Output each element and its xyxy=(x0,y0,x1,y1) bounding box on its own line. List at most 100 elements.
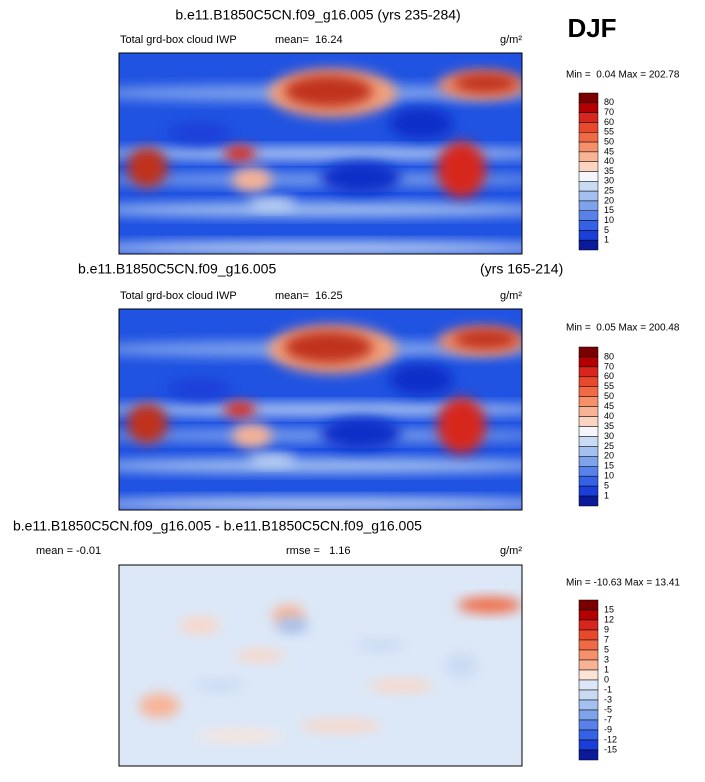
colorbar-box xyxy=(578,699,599,711)
colorbar-label: 70 xyxy=(604,361,614,371)
colorbar-box xyxy=(578,456,599,467)
map-field xyxy=(284,331,373,364)
colorbar-box xyxy=(578,426,599,437)
colorbar-label: 30 xyxy=(604,176,614,186)
colorbar-label: 25 xyxy=(604,441,614,451)
map-field xyxy=(320,417,402,450)
map-field xyxy=(231,167,273,192)
colorbar-label: 60 xyxy=(604,117,614,127)
map-frame xyxy=(118,52,523,255)
map-field xyxy=(119,429,522,442)
map-field xyxy=(437,397,486,454)
panel-title: b.e11.B1850C5CN.f09_g16.005 xyxy=(78,261,276,277)
colorbar-label: 70 xyxy=(604,107,614,117)
colorbar-box xyxy=(578,679,599,691)
colorbar-label: 80 xyxy=(604,351,614,361)
units-label: g/m² xyxy=(500,545,522,557)
colorbar-box xyxy=(578,729,599,741)
colorbar-label: 40 xyxy=(604,156,614,166)
colorbar-box xyxy=(578,181,599,192)
colorbar-box xyxy=(578,475,599,487)
colorbar-box xyxy=(578,599,599,611)
map-frame xyxy=(118,308,523,511)
colorbar-box xyxy=(578,619,599,631)
colorbar-label: 35 xyxy=(604,421,614,431)
colorbar-label: 35 xyxy=(604,166,614,176)
colorbar-box xyxy=(578,190,599,202)
colorbar-box xyxy=(578,239,599,251)
colorbar-box xyxy=(578,356,599,368)
colorbar-label: 20 xyxy=(604,195,614,205)
colorbar-label: 9 xyxy=(604,624,609,634)
map-field xyxy=(179,617,220,634)
colorbar-box xyxy=(578,749,599,761)
map-frame xyxy=(118,564,523,767)
map-field xyxy=(356,639,406,652)
colorbar-label: 50 xyxy=(604,391,614,401)
colorbar-box xyxy=(578,466,599,477)
colorbar-box xyxy=(578,495,599,507)
map-field xyxy=(276,617,309,634)
colorbar-label: 7 xyxy=(604,634,609,644)
map xyxy=(119,309,522,510)
colorbar-box xyxy=(578,122,599,133)
colorbar-label: -7 xyxy=(604,714,612,724)
colorbar-label: 3 xyxy=(604,654,609,664)
map xyxy=(119,565,522,766)
map-field xyxy=(389,107,454,140)
colorbar-label: 15 xyxy=(604,205,614,215)
colorbar-label: -12 xyxy=(604,734,617,744)
colorbar-box xyxy=(578,210,599,221)
left-label: mean = -0.01 xyxy=(36,545,101,557)
center-label: mean= 16.25 xyxy=(275,290,343,302)
map-field xyxy=(195,679,244,692)
colorbar-box xyxy=(578,609,599,621)
colorbar-label: -1 xyxy=(604,684,612,694)
min-max: Min = -10.63 Max = 13.41 xyxy=(566,578,680,589)
map-field xyxy=(119,403,522,416)
panel-title-right: (yrs 165-214) xyxy=(480,261,563,277)
map-field xyxy=(223,145,257,162)
map-field xyxy=(119,497,522,510)
colorbar-label: 80 xyxy=(604,97,614,107)
map-field xyxy=(119,173,522,186)
season-label: DJF xyxy=(567,13,616,43)
map-field xyxy=(119,241,522,254)
colorbar-label: 5 xyxy=(604,644,609,654)
colorbar-label: -9 xyxy=(604,724,612,734)
left-label: Total grd-box cloud IWP xyxy=(120,34,237,46)
colorbar-box xyxy=(578,220,599,231)
colorbar-box xyxy=(578,659,599,671)
left-label: Total grd-box cloud IWP xyxy=(120,290,237,302)
colorbar-label: -15 xyxy=(604,744,617,754)
colorbar-label: 10 xyxy=(604,215,614,225)
colorbar-label: 45 xyxy=(604,146,614,156)
colorbar-label: 25 xyxy=(604,186,614,196)
map-field xyxy=(119,147,522,160)
map-field xyxy=(127,147,168,188)
colorbar-label: 1 xyxy=(604,490,609,500)
colorbar-box xyxy=(578,92,599,104)
map-field xyxy=(284,75,373,108)
colorbar-box xyxy=(578,689,599,701)
colorbar-box xyxy=(578,230,599,241)
colorbar-box xyxy=(578,485,599,497)
colorbar-label: 5 xyxy=(604,481,609,491)
colorbar-label: 40 xyxy=(604,411,614,421)
map-field xyxy=(119,202,522,217)
colorbar-box xyxy=(578,739,599,751)
colorbar-box xyxy=(578,161,599,172)
colorbar-label: 1 xyxy=(604,664,609,674)
colorbar-box xyxy=(578,629,599,641)
map-field xyxy=(389,363,454,396)
units-label: g/m² xyxy=(500,34,522,46)
colorbar-box xyxy=(578,669,599,681)
center-label: mean= 16.24 xyxy=(275,34,343,46)
colorbar-box xyxy=(578,446,599,457)
colorbar-box xyxy=(578,346,599,358)
colorbar-box xyxy=(578,141,599,153)
map-field xyxy=(167,377,232,402)
panel-title: b.e11.B1850C5CN.f09_g16.005 - b.e11.B185… xyxy=(13,518,422,534)
map-field xyxy=(368,679,434,692)
min-max: Min = 0.04 Max = 202.78 xyxy=(566,70,680,81)
